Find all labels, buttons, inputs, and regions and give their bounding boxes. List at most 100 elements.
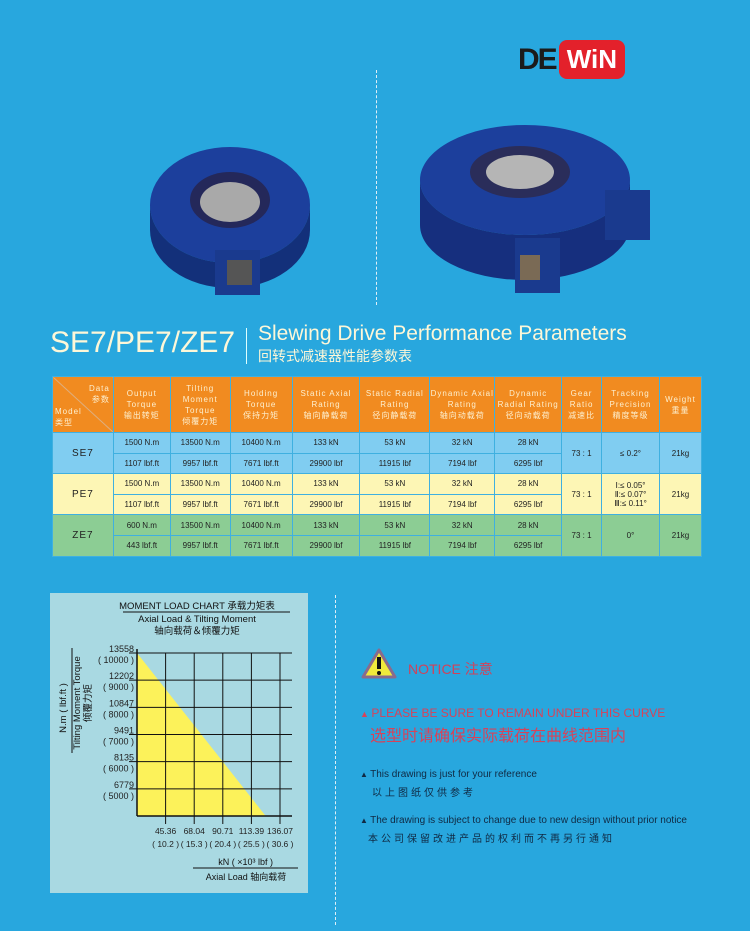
y-tick-label: 10847 (109, 698, 134, 708)
imperial-cell: 7671 lbf.ft (229, 493, 293, 516)
x-tick-label: 136.07 (267, 826, 293, 836)
x-tick-label: 45.36 (155, 826, 177, 836)
ratio-cell: 73 : 1 (561, 431, 603, 475)
metric-cell: 1500 N.m (112, 473, 171, 495)
corner-model-cn: 类型 (55, 418, 73, 427)
y-tick-label: 6779 (114, 780, 134, 790)
x-tick-label: 113.39 (239, 826, 265, 836)
title-separator (246, 328, 247, 364)
y-tick-label: 13558 (109, 644, 134, 654)
model-cell: ZE7 (52, 514, 114, 557)
column-header: Gear Ratio 减速比 (561, 376, 603, 433)
column-header: Dynamic Axial Rating 轴向动载荷 (429, 376, 496, 433)
metric-cell: 133 kN (291, 432, 361, 454)
metric-cell: 32 kN (429, 514, 496, 536)
weight-cell: 21kg (658, 431, 703, 475)
column-header: Tracking Precision 精度等级 (601, 376, 660, 433)
table-row: 1107 lbf.ft 9957 lbf.ft 7671 lbf.ft 29900 l… (53, 452, 702, 475)
metric-cell: 1500 N.m (112, 432, 171, 454)
y-tick-alt: ( 5000 ) (103, 791, 134, 801)
imperial-cell: 29900 lbf (291, 493, 361, 516)
y-tick-alt: ( 6000 ) (103, 764, 134, 774)
imperial-cell: 6295 lbf (494, 534, 563, 557)
header-cn: 减速比 (568, 411, 596, 420)
y-tick-alt: ( 7000 ) (103, 736, 134, 746)
product-image-2 (420, 125, 650, 293)
y-axis-label-cn: 倾覆力矩 (82, 684, 94, 723)
model-cell: SE7 (52, 431, 114, 475)
table-row: PE7 1500 N.m 13500 N.m 10400 N.m 133 kN 53 kN… (52, 473, 703, 516)
header-cn: 径向动载荷 (505, 411, 551, 420)
y-tick-label: 9491 (114, 725, 134, 735)
imperial-cell: 443 lbf.ft (112, 534, 171, 557)
imperial-cell: 11915 lbf (359, 493, 431, 516)
chart-title: MOMENT LOAD CHART 承载力矩表 (119, 600, 275, 612)
corner-model: Model (55, 407, 82, 416)
table-row: SE7 1500 N.m 13500 N.m 10400 N.m 133 kN 53 kN… (52, 431, 703, 475)
triangle-bullet-icon: ▲ (360, 816, 371, 825)
logo-win: WiN (558, 40, 625, 79)
y-tick-alt: ( 9000 ) (103, 682, 134, 692)
chart-subtitle-cn: 轴向载荷＆倾覆力矩 (154, 625, 240, 637)
note-1-en: This drawing is just for your reference (370, 769, 537, 780)
corner-data: Data (88, 384, 110, 393)
y-axis-label: Tilting Moment Torque (72, 656, 83, 749)
model-title: SE7/PE7/ZE7 (50, 326, 236, 359)
header-en: Output Torque (126, 389, 158, 409)
header-en: Holding Torque (244, 389, 279, 409)
y-tick-alt: ( 8000 ) (103, 709, 134, 719)
metric-cell: 133 kN (291, 473, 361, 495)
notice-title: NOTICE 注意 (408, 661, 493, 677)
metric-cell: 53 kN (359, 473, 431, 495)
header-en: Tracking Precision (609, 389, 652, 409)
imperial-cell: 7194 lbf (429, 493, 496, 516)
metric-cell: 133 kN (291, 514, 361, 536)
metric-cell: 13500 N.m (169, 473, 231, 495)
note-2: ▲ The drawing is subject to change due t… (360, 815, 687, 826)
column-header: Static Axial Rating 轴向静载荷 (291, 376, 361, 433)
metric-cell: 600 N.m (112, 514, 171, 536)
metric-cell: 32 kN (429, 432, 496, 454)
header-cn: 倾覆力矩 (182, 416, 219, 426)
imperial-cell: 7194 lbf (429, 452, 496, 475)
imperial-cell: 7671 lbf.ft (229, 452, 293, 475)
metric-cell: 32 kN (429, 473, 496, 495)
parameters-table: Data 参数 Model 类型 Output Torque 输出转矩 Tilting … (52, 376, 703, 557)
weight-cell: 21kg (658, 473, 703, 516)
precision-value: 0° (626, 530, 635, 540)
imperial-cell: 9957 lbf.ft (169, 452, 231, 475)
metric-cell: 10400 N.m (229, 432, 293, 454)
imperial-cell: 11915 lbf (359, 534, 431, 557)
x-tick-alt: ( 20.4 ) (209, 839, 236, 849)
model-cell: PE7 (52, 473, 114, 516)
chart-subtitle: Axial Load & Tilting Moment (138, 614, 256, 625)
column-header: Output Torque 输出转矩 (112, 376, 171, 433)
precision-cell: 0° (601, 514, 660, 557)
imperial-cell: 1107 lbf.ft (112, 493, 171, 516)
imperial-cell: 9957 lbf.ft (169, 534, 231, 557)
triangle-bullet-icon: ▲ (360, 709, 372, 719)
precision-value: ≤ 0.2° (620, 448, 641, 458)
metric-cell: 10400 N.m (229, 514, 293, 536)
x-axis-units: kN ( ×10³ lbf ) (218, 857, 273, 867)
precision-value: Ⅲ:≤ 0.11° (614, 498, 647, 508)
metric-cell: 53 kN (359, 432, 431, 454)
x-tick-label: 68.04 (184, 826, 206, 836)
header-en: Dynamic Radial Rating (497, 389, 559, 409)
precision-cell: Ⅰ:≤ 0.05° Ⅱ:≤ 0.07° Ⅲ:≤ 0.11° (601, 473, 660, 516)
header-en: Dynamic Axial Rating (430, 389, 494, 409)
page-title-cn: 回转式减速器性能参数表 (258, 348, 412, 364)
divider (376, 70, 377, 305)
triangle-bullet-icon: ▲ (360, 770, 371, 779)
column-header: Holding Torque 保持力矩 (229, 376, 293, 433)
weight-cell: 21kg (658, 514, 703, 557)
metric-cell: 53 kN (359, 514, 431, 536)
product-image-1 (150, 147, 310, 295)
page-title: Slewing Drive Performance Parameters (258, 322, 627, 345)
header-en: Static Radial Rating (365, 389, 424, 409)
header-cn: 保持力矩 (243, 411, 280, 420)
note-1-cn: 以上图纸仅供参考 (372, 788, 476, 799)
precision-value: Ⅱ:≤ 0.07° (614, 489, 647, 499)
note-1: ▲ This drawing is just for your referenc… (360, 769, 537, 780)
brand-logo: DE WiN (518, 40, 625, 79)
